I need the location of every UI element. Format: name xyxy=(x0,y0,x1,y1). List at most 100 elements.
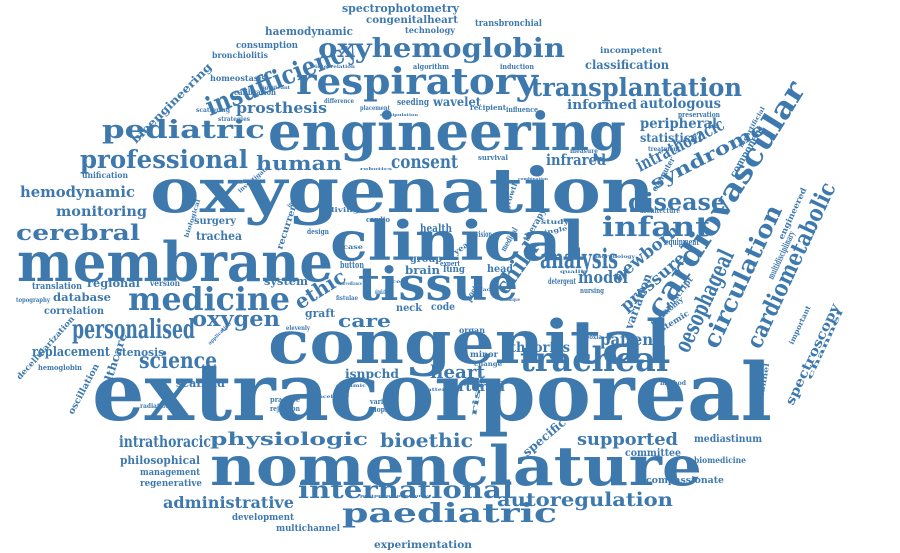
word-risk: cell xyxy=(392,279,406,285)
word-medical: living xyxy=(331,207,360,214)
word-multichannel: multichannel xyxy=(276,524,341,534)
word-stenosis: stenosis xyxy=(116,346,164,359)
word-radiation: radiation xyxy=(140,403,171,410)
word-technique: robotics xyxy=(360,166,393,171)
word-intrathoracic: physiologic xyxy=(210,429,368,450)
word-strategies: strategies xyxy=(218,116,251,123)
word-design: fistulae xyxy=(336,295,358,302)
word-development: development xyxy=(232,513,295,523)
word-induction: induction xyxy=(500,62,534,71)
word-seeding: seeding xyxy=(397,98,430,108)
word-method: nursing xyxy=(580,286,604,295)
word-change: change xyxy=(474,361,502,368)
word-year: expert xyxy=(440,259,461,268)
word-management: management xyxy=(140,468,201,478)
word-cloud-words: extracorporeal nomenclature oxygenation … xyxy=(14,2,845,551)
word-professional: pediatric xyxy=(102,115,265,144)
word-consumption: consumption xyxy=(236,41,298,51)
word-philosophical: philosophical xyxy=(120,454,200,467)
word-important: method xyxy=(660,380,687,387)
word-living: button xyxy=(340,261,364,271)
word-scattering: scattering xyxy=(196,107,231,114)
word-treatment: treatment xyxy=(648,146,680,153)
word-surveillance: combination xyxy=(518,176,548,181)
word-single: revision xyxy=(470,229,492,239)
word-science: science xyxy=(139,348,217,374)
word-preservation: preservation xyxy=(678,110,720,119)
word-spectrophotometry: spectrophotometry xyxy=(342,2,460,15)
word-incompetent: incompetent xyxy=(600,45,662,55)
word-hemoglobin: hemoglobin xyxy=(38,363,82,372)
word-peripheral: peripheral xyxy=(640,116,717,132)
word-model: model xyxy=(578,268,628,288)
word-respiratory: respiratory xyxy=(296,61,539,103)
word-organ: organ xyxy=(459,325,485,335)
word-code: code xyxy=(431,302,455,313)
word-informed: informed xyxy=(567,98,637,113)
word-therapy: study xyxy=(541,219,570,226)
word-channel: detergent xyxy=(548,276,576,286)
word-regional: regional xyxy=(87,277,140,290)
word-tracheo: equipment xyxy=(665,238,700,248)
word-committee: committee xyxy=(625,448,681,459)
word-medicine: medicine xyxy=(128,280,290,318)
word-growth: design xyxy=(307,227,329,236)
word-brain: brain xyxy=(405,264,440,277)
word-version: version xyxy=(149,278,180,288)
word-battery: battery xyxy=(423,387,450,393)
word-congenital: congenital xyxy=(268,308,671,378)
word-pediatric: personalised xyxy=(72,315,195,345)
word-mediastinum: mediastinum xyxy=(694,434,762,445)
word-tracheal: tracheal xyxy=(520,340,668,380)
word-oxyhemoglobin: oxyhemoglobin xyxy=(318,34,565,64)
word-engineering: engineering xyxy=(268,102,626,163)
word-homeostasis: homeostasis xyxy=(210,73,266,83)
word-supported: supported xyxy=(577,430,678,450)
word-interrelation: interrelation xyxy=(315,64,355,70)
word-monitoring: monitoring xyxy=(56,204,147,220)
word-group: group xyxy=(410,254,442,265)
word-unification: unification xyxy=(82,170,128,180)
word-translation: translation xyxy=(32,282,82,292)
word-graft: graft xyxy=(305,307,336,320)
word-dynamic: dynamic xyxy=(336,383,366,389)
word-wavelet: wavelet xyxy=(432,95,481,109)
word-paediatric: professional xyxy=(80,145,248,174)
word-correlation: correlation xyxy=(44,306,105,317)
word-difference: difference xyxy=(324,98,354,105)
word-recipient: recipient xyxy=(470,103,507,112)
word-acellular: acellular xyxy=(319,394,349,400)
word-extracorporeal: extracorporeal xyxy=(92,345,772,439)
word-biopsies: biopsies xyxy=(370,405,398,414)
word-algorithm: algorithm xyxy=(413,62,450,71)
word-infrared: infrared xyxy=(546,151,606,169)
word-topography: topography xyxy=(16,297,50,304)
word-personalised: cerebral xyxy=(16,220,140,245)
word-human: human xyxy=(256,151,343,175)
word-prosthesis: prosthesis xyxy=(236,99,327,117)
word-calibration: calibration xyxy=(234,87,276,97)
word-combination: morphology xyxy=(595,254,636,260)
word-cerebral: infant xyxy=(602,212,711,243)
word-placement: placement xyxy=(360,105,390,112)
word-congenitalheart: congenitalheart xyxy=(366,15,458,26)
word-approach: architecture xyxy=(640,206,680,215)
word-rejection: rejection xyxy=(270,404,300,413)
word-physiologic: intrathoracic xyxy=(119,432,211,451)
word-regenerative: regenerative xyxy=(140,479,202,489)
word-patient: patient xyxy=(600,330,661,349)
word-neck: neck xyxy=(396,303,423,314)
word-manipulation: manipulation xyxy=(380,112,418,117)
word-postpneumonectomy: postpneumonectomy xyxy=(360,493,429,498)
word-detergent: quality xyxy=(560,269,590,275)
word-autoregulation: autoregulation xyxy=(497,489,673,511)
word-measure: measure xyxy=(570,148,598,155)
word-fourier: surveillance xyxy=(340,281,362,287)
word-pneumonectomy: paediatric xyxy=(342,499,557,529)
word-influence: influence xyxy=(506,105,538,114)
word-care: care xyxy=(338,311,391,332)
word-experimentation: experimentation xyxy=(374,540,473,551)
word-minor: minor xyxy=(470,349,499,359)
word-scaffold: scaffold xyxy=(176,377,225,390)
word-hemodynamic: hemodynamic xyxy=(20,183,135,201)
